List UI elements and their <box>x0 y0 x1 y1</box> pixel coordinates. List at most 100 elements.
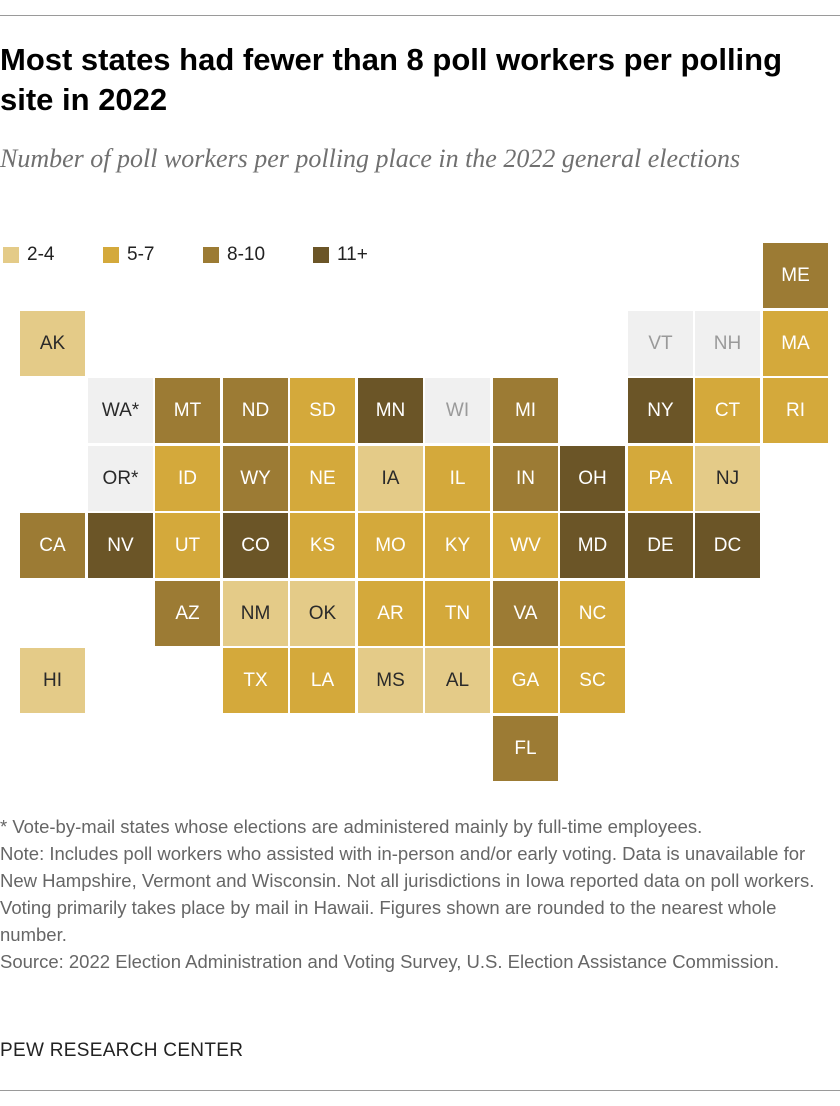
state-label: OH <box>578 467 607 489</box>
state-label: SD <box>309 399 336 421</box>
footnote-note: Note: Includes poll workers who assisted… <box>0 843 815 945</box>
state-tile: NC <box>559 580 626 647</box>
state-label: RI <box>786 399 805 421</box>
state-tile: AL <box>424 647 491 714</box>
state-tile: ID <box>154 445 221 512</box>
state-label: WI <box>445 399 470 421</box>
state-tile: WI <box>424 377 491 444</box>
state-tile: KS <box>289 512 356 579</box>
state-label: OR* <box>102 467 139 489</box>
state-label: NV <box>107 534 134 556</box>
state-label: KY <box>444 534 471 556</box>
state-label: ME <box>781 264 810 286</box>
state-tile: OK <box>289 580 356 647</box>
state-label: TX <box>243 669 268 691</box>
state-label: AK <box>39 332 66 354</box>
state-tile: IN <box>492 445 559 512</box>
state-tile: WY <box>222 445 289 512</box>
state-label: MA <box>781 332 810 354</box>
state-label: VA <box>513 602 538 624</box>
state-label: NC <box>578 602 607 624</box>
state-label: ID <box>178 467 197 489</box>
state-label: AR <box>377 602 404 624</box>
state-label: HI <box>43 669 62 691</box>
state-tile: TN <box>424 580 491 647</box>
footnote-asterisk: * Vote-by-mail states whose elections ar… <box>0 816 703 837</box>
state-tile: FL <box>492 715 559 782</box>
legend-label: 2-4 <box>27 244 55 265</box>
state-label: FL <box>514 737 537 759</box>
state-tile: NY <box>627 377 694 444</box>
state-label: IL <box>449 467 466 489</box>
state-label: WY <box>240 467 271 489</box>
state-label: NE <box>309 467 336 489</box>
state-tile: GA <box>492 647 559 714</box>
state-tile: RI <box>762 377 829 444</box>
state-tile: NH <box>694 310 761 377</box>
state-tile: ND <box>222 377 289 444</box>
state-label: MO <box>375 534 406 556</box>
state-tile: DC <box>694 512 761 579</box>
bottom-rule <box>0 1090 840 1091</box>
state-label: PA <box>648 467 673 489</box>
legend-swatch <box>3 247 19 263</box>
state-tile: VA <box>492 580 559 647</box>
state-tile: MS <box>357 647 424 714</box>
state-tile: UT <box>154 512 221 579</box>
state-label: DE <box>647 534 674 556</box>
state-label: AZ <box>175 602 200 624</box>
state-label: CA <box>39 534 66 556</box>
state-tile: WA* <box>87 377 154 444</box>
state-label: TN <box>444 602 471 624</box>
state-label: MD <box>577 534 608 556</box>
state-label: MT <box>173 399 202 421</box>
state-tile: CO <box>222 512 289 579</box>
state-tile: WV <box>492 512 559 579</box>
state-label: IA <box>381 467 400 489</box>
state-tile: HI <box>19 647 86 714</box>
state-label: MN <box>375 399 406 421</box>
state-tile: AK <box>19 310 86 377</box>
state-label: WA* <box>101 399 140 421</box>
state-label: SC <box>579 669 606 691</box>
state-tile: DE <box>627 512 694 579</box>
legend-label: 5-7 <box>127 244 155 265</box>
state-label: WV <box>510 534 541 556</box>
top-rule <box>0 15 840 16</box>
state-tile: MD <box>559 512 626 579</box>
state-label: NH <box>713 332 742 354</box>
state-tile: ME <box>762 242 829 309</box>
legend-label: 11+ <box>337 244 368 265</box>
legend-swatch <box>313 247 329 263</box>
source-organization: PEW RESEARCH CENTER <box>0 1040 244 1061</box>
state-tile: TX <box>222 647 289 714</box>
state-label: UT <box>174 534 201 556</box>
state-tile: MN <box>357 377 424 444</box>
state-label: IN <box>516 467 535 489</box>
footnote-source: Source: 2022 Election Administration and… <box>0 951 780 972</box>
state-tile: IL <box>424 445 491 512</box>
chart-title: Most states had fewer than 8 poll worker… <box>0 42 783 117</box>
state-label: NY <box>647 399 674 421</box>
state-tile: NJ <box>694 445 761 512</box>
chart-notes: * Vote-by-mail states whose elections ar… <box>0 813 840 975</box>
state-tile: MT <box>154 377 221 444</box>
state-tile: OH <box>559 445 626 512</box>
state-label: AL <box>445 669 470 691</box>
state-tile: VT <box>627 310 694 377</box>
legend-swatch <box>203 247 219 263</box>
state-tile: NV <box>87 512 154 579</box>
state-tile: AR <box>357 580 424 647</box>
state-tile: MO <box>357 512 424 579</box>
state-label: CT <box>714 399 741 421</box>
state-tile: MA <box>762 310 829 377</box>
state-label: CO <box>241 534 270 556</box>
state-tile: NE <box>289 445 356 512</box>
state-label: GA <box>511 669 540 691</box>
legend-swatch <box>103 247 119 263</box>
state-tile: PA <box>627 445 694 512</box>
state-label: ND <box>241 399 270 421</box>
state-tile: NM <box>222 580 289 647</box>
state-tile: IA <box>357 445 424 512</box>
state-tile: OR* <box>87 445 154 512</box>
